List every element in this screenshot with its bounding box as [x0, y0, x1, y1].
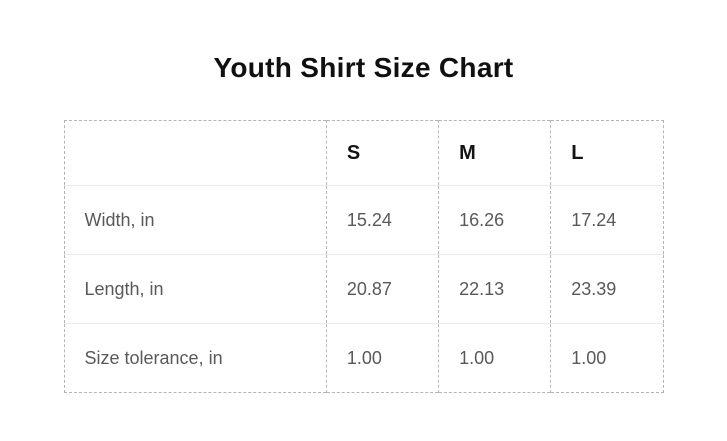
- cell-length-l: 23.39: [550, 254, 663, 324]
- row-label: Size tolerance, in: [64, 323, 327, 393]
- cell-tolerance-s: 1.00: [325, 323, 439, 393]
- page-title: Youth Shirt Size Chart: [213, 52, 514, 83]
- row-label: Length, in: [64, 254, 327, 324]
- cell-width-l: 17.24: [550, 185, 663, 255]
- table-row-size-tolerance: Size tolerance, in 1.00 1.00 1.00: [64, 323, 663, 393]
- header-empty-cell: [64, 121, 326, 186]
- table-row-length: Length, in 20.87 22.13 23.39: [64, 254, 663, 324]
- cell-width-s: 15.24: [325, 185, 439, 255]
- size-chart-table: S M L Width, in 15.24 16.26 17.24 Length…: [63, 120, 664, 393]
- cell-tolerance-m: 1.00: [438, 323, 551, 393]
- cell-length-m: 22.13: [438, 254, 551, 324]
- header-size-s: S: [325, 120, 439, 186]
- header-row: S M L: [64, 120, 663, 186]
- cell-width-m: 16.26: [438, 185, 551, 255]
- header-size-l: L: [550, 120, 663, 186]
- table-row-width: Width, in 15.24 16.26 17.24: [64, 185, 663, 255]
- row-label: Width, in: [64, 185, 327, 255]
- header-size-m: M: [438, 120, 551, 186]
- cell-tolerance-l: 1.00: [550, 323, 663, 393]
- cell-length-s: 20.87: [325, 254, 439, 324]
